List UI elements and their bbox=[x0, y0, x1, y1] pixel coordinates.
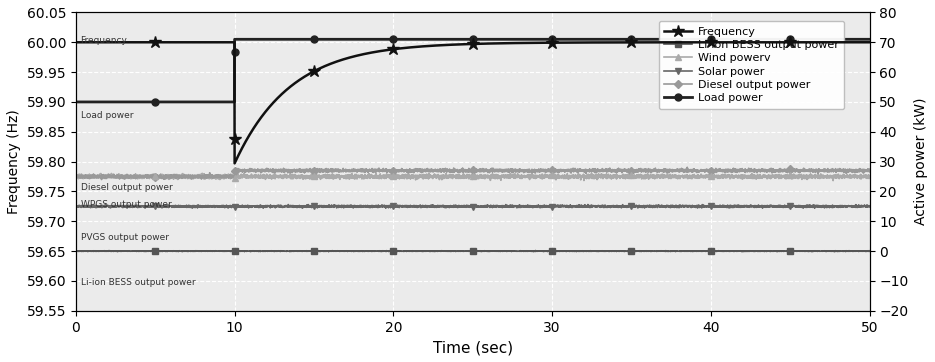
Text: Load power: Load power bbox=[80, 110, 133, 119]
Text: PVGS output power: PVGS output power bbox=[80, 233, 168, 243]
Text: WPGS output power: WPGS output power bbox=[80, 200, 171, 209]
Y-axis label: Active power (kW): Active power (kW) bbox=[914, 98, 928, 226]
Text: Li-ion BESS output power: Li-ion BESS output power bbox=[80, 278, 195, 287]
Legend: Frequency, Li-ion BESS output power, Wind powerv, Solar power, Diesel output pow: Frequency, Li-ion BESS output power, Win… bbox=[659, 21, 844, 109]
Text: Frequency: Frequency bbox=[80, 36, 127, 45]
Text: Diesel output power: Diesel output power bbox=[80, 183, 172, 192]
Y-axis label: Frequency (Hz): Frequency (Hz) bbox=[7, 109, 21, 214]
X-axis label: Time (sec): Time (sec) bbox=[433, 340, 512, 355]
